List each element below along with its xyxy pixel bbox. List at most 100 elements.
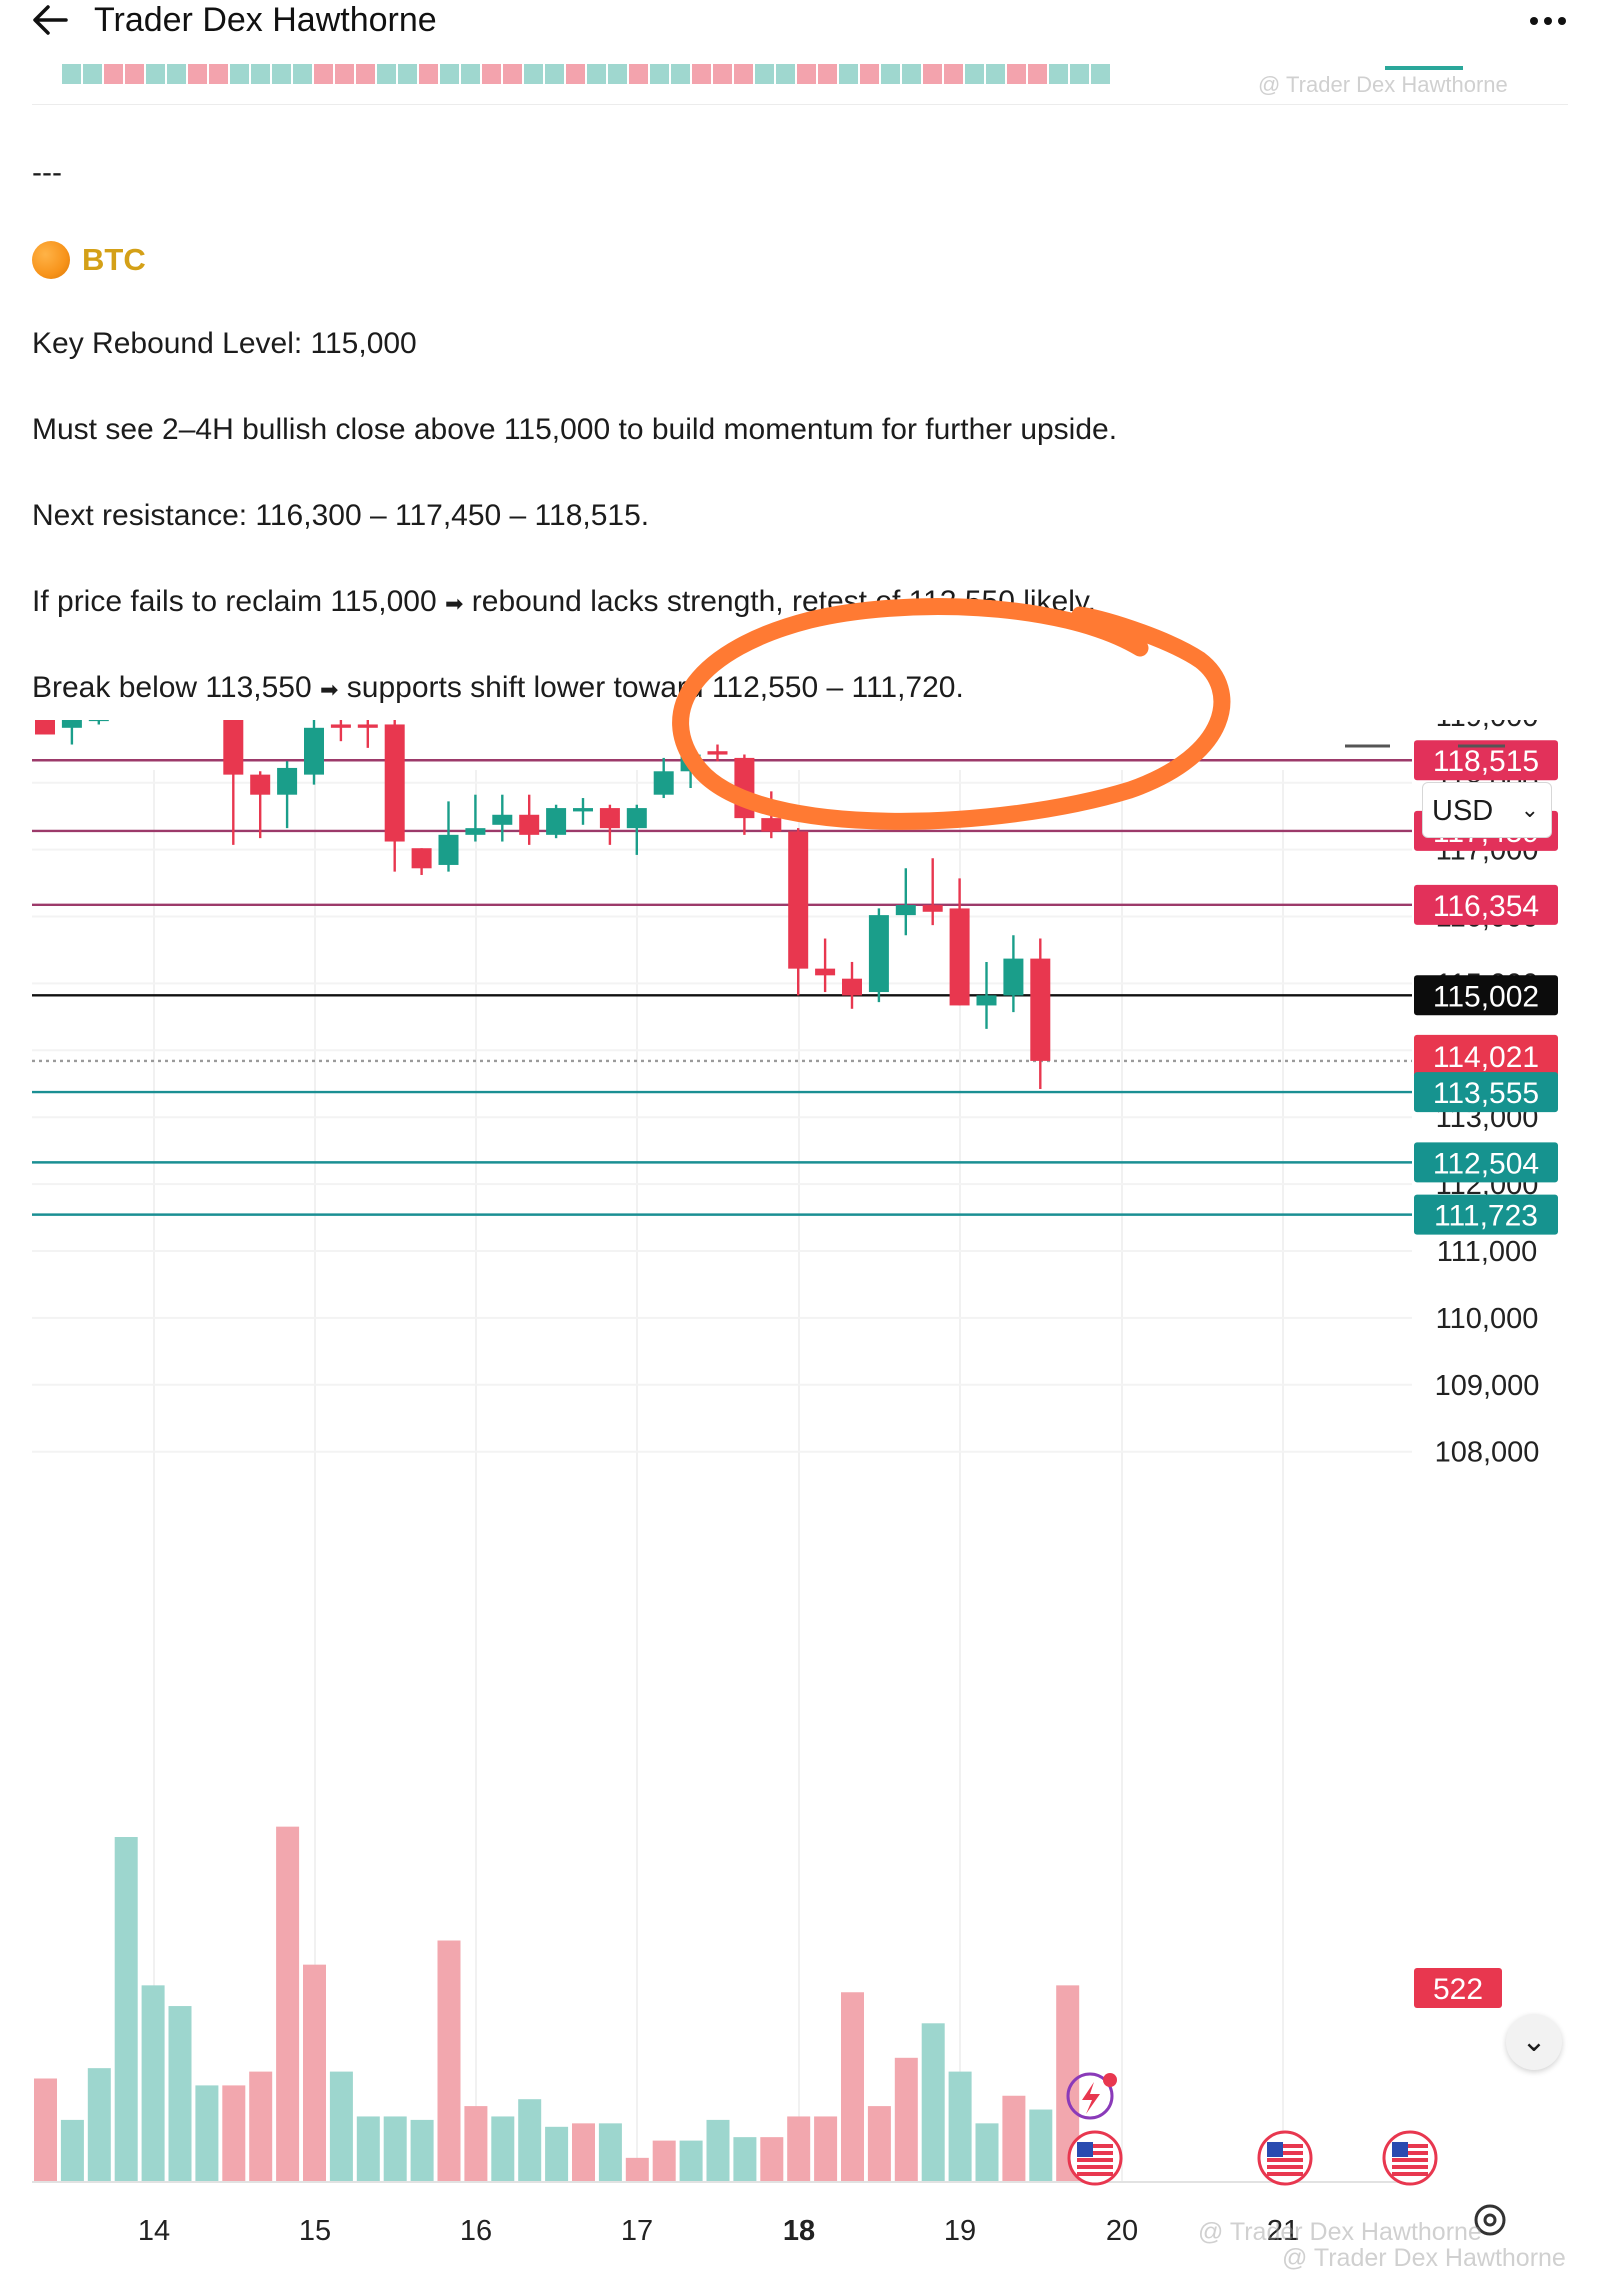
candle-body xyxy=(88,720,109,722)
volume-bar xyxy=(598,2123,622,2182)
strip-bar xyxy=(1091,64,1110,84)
candle-body xyxy=(384,724,405,842)
y-tick-label: 119,000 xyxy=(1436,720,1539,733)
strip-bar xyxy=(713,64,732,84)
volume-bar xyxy=(841,1992,864,2182)
volume-bar xyxy=(114,1837,138,2182)
x-tick-label: 20 xyxy=(1106,2215,1138,2247)
candle-body xyxy=(492,814,513,825)
volume-bar xyxy=(625,2157,649,2182)
bolt xyxy=(1082,2082,1100,2114)
volume-bar xyxy=(733,2137,757,2182)
x-tick-label: 16 xyxy=(460,2215,492,2247)
strip-bar xyxy=(272,64,291,84)
strip-bar xyxy=(608,64,627,84)
currency-select[interactable]: USD ⌄ xyxy=(1422,782,1552,838)
gear-ring xyxy=(1474,2204,1506,2236)
candle-body xyxy=(949,908,970,1006)
flag-stripe xyxy=(1077,2158,1113,2162)
y-tick-label: 108,000 xyxy=(1435,1437,1540,1469)
flag-stripe xyxy=(1392,2144,1428,2148)
more-options-icon[interactable] xyxy=(1528,4,1568,38)
event-ring xyxy=(1066,2072,1114,2120)
scroll-down-button[interactable]: ⌄ xyxy=(1506,2014,1562,2070)
strip-bar xyxy=(1049,64,1068,84)
candle-body xyxy=(922,905,943,912)
candle-body xyxy=(626,808,647,829)
chevron-down-icon: ⌄ xyxy=(1520,797,1539,822)
volume-bar xyxy=(303,1964,326,2182)
watermark-text: @ Trader Dex Hawthorne xyxy=(1282,2244,1566,2272)
candle-body xyxy=(546,808,567,835)
strip-indicator xyxy=(1385,66,1463,70)
key-level-text: Key Rebound Level: 115,000 xyxy=(32,327,417,360)
back-arrow-icon[interactable] xyxy=(30,2,70,38)
page-title: Trader Dex Hawthorne xyxy=(94,1,437,39)
candle-body xyxy=(895,905,916,916)
flag-stripe xyxy=(1077,2172,1113,2176)
strip-bar xyxy=(587,64,606,84)
volume-bar xyxy=(814,2116,838,2182)
double-chevron-down-icon: ⌄ xyxy=(1521,2025,1547,2058)
support-tag-badge xyxy=(1414,1072,1558,1113)
volume-bar xyxy=(87,2068,111,2182)
strip-bar xyxy=(419,64,438,84)
candle-body xyxy=(250,774,271,795)
strip-bar xyxy=(146,64,165,84)
strip-bar xyxy=(230,64,249,84)
key-level-tag: 115,002 xyxy=(1433,980,1539,1013)
strip-bar xyxy=(797,64,816,84)
strip-bar xyxy=(461,64,480,84)
strip-bar xyxy=(860,64,879,84)
us-flag-icon xyxy=(1257,2130,1313,2186)
strip-bar xyxy=(62,64,81,84)
watermark-text: @ Trader Dex Hawthorne xyxy=(1258,72,1508,97)
candle-body xyxy=(599,808,620,829)
annotation-circle xyxy=(672,598,1231,830)
candle-body xyxy=(35,720,55,735)
strip-bar xyxy=(440,64,459,84)
candle-body xyxy=(976,995,997,1006)
strip-bar xyxy=(398,64,417,84)
volume-bar xyxy=(222,2085,246,2182)
strip-bar xyxy=(335,64,354,84)
volume-bar xyxy=(867,2106,891,2182)
candle-body xyxy=(815,968,836,976)
candle-body xyxy=(411,848,432,869)
candle-body xyxy=(438,834,459,865)
strip-bar xyxy=(524,64,543,84)
flag-stripe xyxy=(1267,2158,1303,2162)
flag-stripe xyxy=(1267,2172,1303,2176)
momentum-text: Must see 2–4H bullish close above 115,00… xyxy=(32,413,1118,446)
strip-bar xyxy=(314,64,333,84)
support-tag: 113,555 xyxy=(1433,1077,1539,1110)
breakdown-text-a: Break below 113,550 xyxy=(32,671,312,704)
volume-bar xyxy=(1002,2095,1026,2182)
flag-stripe xyxy=(1392,2165,1428,2169)
volume-value: 522 xyxy=(1433,1973,1483,2006)
btc-candlestick-chart[interactable]: 121,000120,000119,000118,000117,000116,0… xyxy=(0,720,1600,2294)
lightning-event-icon xyxy=(1066,2072,1117,2120)
volume-bar xyxy=(652,2140,676,2182)
app-header: Trader Dex Hawthorne xyxy=(0,0,1600,40)
flag-stripe xyxy=(1267,2151,1303,2155)
strip-bar xyxy=(629,64,648,84)
volume-bar xyxy=(1029,2109,1053,2182)
flag-canton xyxy=(1077,2142,1093,2157)
y-tick-label: 109,000 xyxy=(1435,1370,1540,1402)
currency-value: USD xyxy=(1432,795,1494,827)
candle-body xyxy=(61,720,82,728)
volume-bar xyxy=(34,2078,57,2182)
flag-stripe xyxy=(1392,2158,1428,2162)
volume-bar xyxy=(760,2137,784,2182)
volume-bar xyxy=(545,2126,569,2182)
volume-bar xyxy=(141,1985,165,2182)
volume-bar xyxy=(276,1826,300,2182)
x-tick-label: 14 xyxy=(138,2215,170,2247)
divider xyxy=(32,104,1568,105)
candle-body xyxy=(788,831,809,969)
candle-body xyxy=(357,724,378,728)
strip-bar xyxy=(692,64,711,84)
event-dot xyxy=(1103,2073,1117,2087)
strip-bar xyxy=(776,64,795,84)
